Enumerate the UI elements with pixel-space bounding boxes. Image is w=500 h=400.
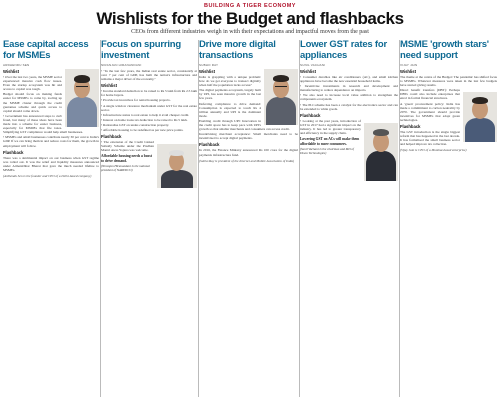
article-title: MSME 'growth stars' need support	[400, 40, 489, 61]
paragraph: Budget should focus on making funds easi…	[3, 92, 62, 113]
article-byline: NIRANJAN HIRANANDANI	[101, 63, 142, 67]
article-msme-growth: MSME 'growth stars' need support VIJAY J…	[400, 40, 497, 397]
paragraph: The theme at the centre of the Budget: T…	[400, 75, 497, 88]
flashback-heading: Flashback	[199, 142, 220, 148]
article-byline: SUNIL VACHANI	[300, 63, 326, 67]
paragraph: • Government has announced steps to curb…	[3, 113, 84, 135]
bullet-item: • The PLI scheme has been a catalyst for…	[300, 102, 398, 111]
article-byline: SUBHO RAY	[199, 63, 219, 67]
paragraph: In 2016, the Finance Ministry announced …	[199, 148, 298, 157]
article-digital: Drive more digital transactions SUBHO RA…	[199, 40, 298, 397]
paragraph: India is grappling with a unique problem…	[199, 75, 261, 88]
bullet-item: • Rationalise GST on under-construction …	[101, 122, 170, 127]
author-note: (Vijay Jain is CEO of a Mumbai-based ent…	[400, 148, 467, 153]
article-msme-capital: Ease capital access for MSMEs ARDHENDU S…	[3, 40, 99, 397]
article-title: Ease capital access for MSMEs	[3, 40, 89, 61]
bullet-item: • Incentivise investments in research an…	[300, 84, 398, 93]
pull-quote: Lowering GST on ACs will make them affor…	[300, 137, 360, 146]
article-appliances: Lower GST rates for appliances SUNIL VAC…	[300, 40, 398, 397]
paragraph: A 'green' procurement policy: India has …	[400, 101, 460, 122]
article-byline: ARDHENDU SEN	[3, 63, 30, 67]
flashback-heading: Flashback	[400, 124, 421, 130]
wishlist-heading: Wishlist	[3, 69, 20, 74]
page-subhead: CEOs from different industries weigh in …	[131, 29, 369, 35]
bullet-item: • Income standard deduction to be raised…	[101, 89, 197, 98]
paragraph: • MSMEs and small businesses contribute …	[3, 135, 99, 148]
photo-caption: (Niranjan Hiranandani is the national pr…	[101, 164, 150, 173]
column-divider	[100, 40, 101, 397]
paragraph: Deferring compliance to drive demand: Co…	[199, 101, 261, 118]
wishlist-heading: Wishlist	[199, 69, 216, 74]
paragraph: • "In the last few years, the Indian rea…	[101, 69, 197, 82]
author-photo	[264, 69, 298, 125]
article-title: Drive more digital transactions	[199, 40, 276, 61]
wishlist-heading: Wishlist	[400, 69, 417, 74]
column-divider	[299, 40, 300, 397]
photo-caption: (Sunil Vachani is the chairman and MD of…	[300, 146, 354, 155]
article-real-estate: Focus on spurring investment NIRANJAN HI…	[101, 40, 197, 397]
bullet-item: • Looking at the past years, introductio…	[300, 118, 361, 136]
author-photo	[463, 92, 497, 143]
author-note: (Ardhendu Sen is the founder and CEO of …	[3, 173, 92, 178]
author-photo	[157, 144, 197, 189]
column-divider	[198, 40, 199, 397]
paragraph: Enabling credit through UPI: Innovation …	[199, 118, 290, 132]
wishlist-heading: Wishlist	[300, 69, 317, 74]
column-divider	[399, 40, 400, 397]
author-photo	[364, 122, 398, 181]
article-title: Lower GST rates for appliances	[300, 40, 387, 61]
page-headline: Wishlists for the Budget and flashbacks	[96, 9, 404, 28]
article-title: Focus on spurring investment	[101, 40, 181, 61]
flashback-heading: Flashback	[3, 149, 24, 155]
paragraph: • Over the last two years, the MSME sect…	[3, 75, 62, 92]
paragraph: Direct benefit transfers (DBT): Perhaps …	[400, 88, 460, 101]
bullet-item: • Provide tax incentives for rental hous…	[101, 98, 171, 103]
bullet-item: • The extension of the Credit Linked Sub…	[101, 140, 154, 153]
bullet-item: • Consumer durables like air conditioner…	[300, 75, 398, 84]
flashback-heading: Flashback	[300, 112, 321, 118]
bullet-item: • Interest on home loans tax deduction t…	[101, 117, 188, 122]
bullet-item: • Infrastructure status to real estate t…	[101, 112, 190, 117]
paragraph: The digital payments ecosystem, largely …	[199, 88, 261, 101]
bullet-item: • A single window clearance mechanism un…	[101, 103, 197, 112]
bullet-item: • Affordable housing to be redefined as …	[101, 128, 184, 133]
section-kicker: BUILDING A TIGER ECONOMY	[204, 3, 296, 9]
paragraph: The GST introduction is the single bigge…	[400, 130, 460, 147]
paragraph: Incentivising merchant acceptance: Small…	[199, 132, 298, 141]
author-photo	[65, 69, 99, 127]
bullet-item: • We also need to increase local value a…	[300, 93, 398, 102]
wishlist-heading: Wishlist	[101, 83, 118, 89]
article-byline: VIJAY JAIN	[400, 63, 418, 67]
author-note: (Subho Ray is president of the Internet …	[199, 158, 295, 163]
pull-quote: Affordable housing needs a boost to driv…	[101, 154, 152, 163]
flashback-heading: Flashback	[101, 134, 122, 140]
paragraph: There was a detrimental impact on our bu…	[3, 155, 99, 172]
